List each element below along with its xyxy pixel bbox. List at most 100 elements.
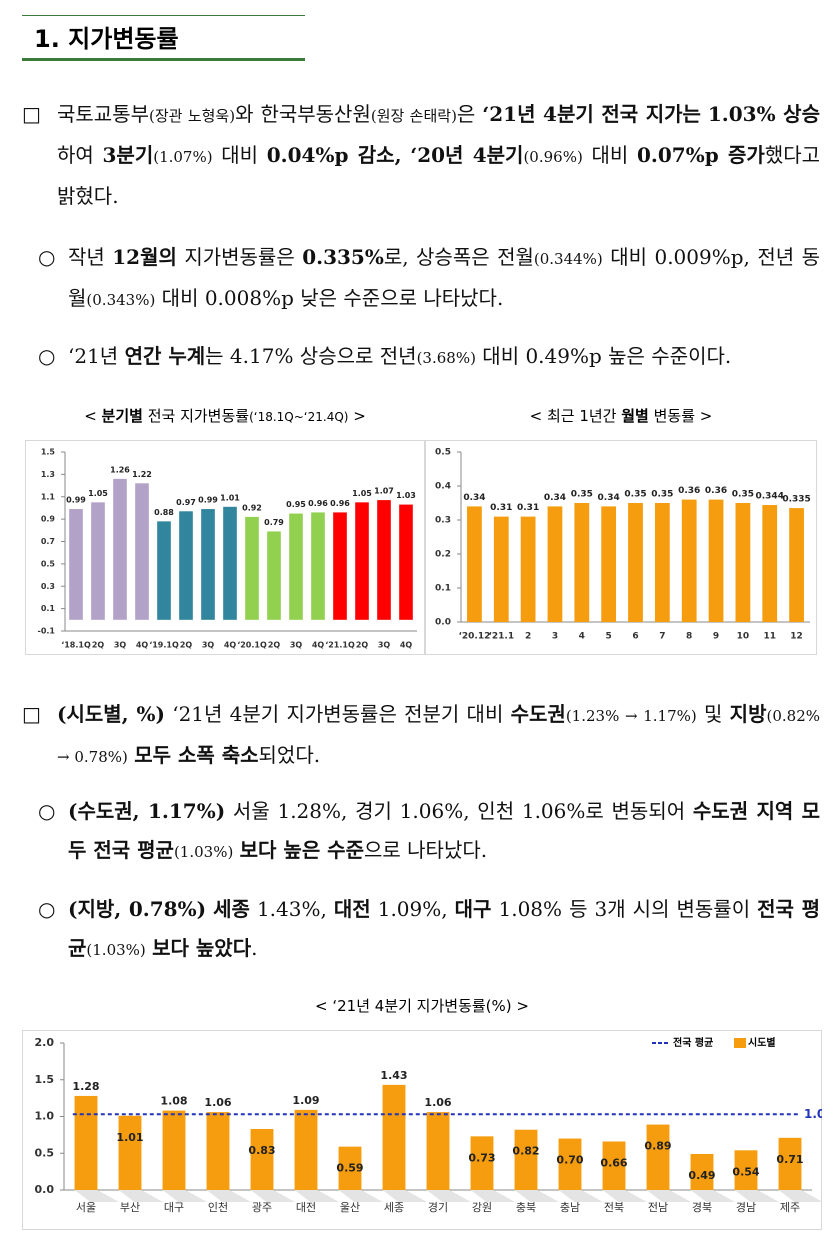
y-tick-label: 0.0 xyxy=(35,1183,55,1196)
text-run: ‘21년 4분기 전국 지가는 xyxy=(482,102,701,126)
x-tick-label: 대전 xyxy=(296,1201,316,1214)
x-tick-label: 부산 xyxy=(120,1201,140,1214)
data-label: 0.35 xyxy=(571,490,593,500)
bar xyxy=(250,1128,274,1190)
x-tick-label: 6 xyxy=(632,632,638,642)
x-tick-label: 광주 xyxy=(252,1201,272,1214)
quarterly-chart: -0.1 0.1 0.3 0.5 0.7 0.9 1.1 1.3 1.5 ‘18.1Q 0.99 2Q… xyxy=(25,440,425,655)
bar xyxy=(135,483,149,620)
bar-shadow xyxy=(250,1190,295,1202)
bullet: □ xyxy=(22,102,41,126)
y-tick-label: 0.1 xyxy=(435,584,451,594)
x-tick-label: 3Q xyxy=(114,641,127,650)
text-run: 1.09%, xyxy=(370,897,455,921)
data-label: 1.01 xyxy=(220,493,240,502)
text-run xyxy=(701,102,708,126)
x-tick-label: 5 xyxy=(606,632,612,642)
bar xyxy=(223,506,237,620)
data-label: 0.89 xyxy=(644,1140,671,1153)
text-run: 모두 소폭 축소 xyxy=(134,743,259,767)
x-tick-label: 4Q xyxy=(400,641,413,650)
text-run: (0.344%) xyxy=(533,250,603,268)
data-label: 0.34 xyxy=(463,493,485,503)
bar xyxy=(162,1110,186,1190)
x-tick-label: 전남 xyxy=(648,1201,668,1214)
data-label: 0.35 xyxy=(624,490,646,500)
data-label: 1.03 xyxy=(396,491,416,500)
bullet: □ xyxy=(22,702,41,726)
data-label: 0.96 xyxy=(308,499,328,508)
bar xyxy=(91,502,105,620)
bar xyxy=(628,503,643,622)
x-tick-label: 경기 xyxy=(428,1201,448,1214)
bar xyxy=(574,503,590,622)
legend-swatch xyxy=(734,1038,746,1048)
bar xyxy=(157,521,171,620)
bar xyxy=(311,512,325,620)
x-tick-label: 12 xyxy=(790,632,803,642)
x-tick-label: ‘20.1Q xyxy=(237,641,267,650)
data-label: 0.59 xyxy=(336,1162,363,1175)
data-label: 1.09 xyxy=(292,1094,319,1107)
text-run: 변동률 > xyxy=(648,407,713,425)
paragraph: ○ (지방, 0.78%) 세종 1.43%, 대전 1.09%, 대구 1.08… xyxy=(38,890,820,970)
text-run: . xyxy=(251,936,258,960)
data-label: 1.01 xyxy=(116,1131,143,1144)
x-tick-label: 대구 xyxy=(164,1201,184,1214)
bar-shadow xyxy=(602,1190,647,1202)
text-run: (0.82% → 0.78%) xyxy=(57,707,820,766)
bar-shadow xyxy=(118,1190,163,1202)
data-label: 1.05 xyxy=(352,489,372,498)
data-label: 0.49 xyxy=(688,1169,715,1182)
data-label: 0.54 xyxy=(732,1165,759,1178)
text-run: 보다 높았다 xyxy=(152,936,252,960)
x-tick-label: 경남 xyxy=(736,1201,756,1214)
text-run: (3.68%) xyxy=(416,349,476,367)
section-title: 1. 지가변동률 xyxy=(22,15,305,61)
text-run: 월별 xyxy=(621,407,649,425)
legend-label: 시도별 xyxy=(748,1036,776,1049)
x-tick-label: 3Q xyxy=(378,641,391,650)
x-tick-label: ‘18.1Q xyxy=(61,641,91,650)
data-label: 0.34 xyxy=(544,493,566,503)
bar xyxy=(646,1124,670,1190)
data-label: 1.22 xyxy=(132,470,152,479)
text-run: 1.08% 등 3개 시의 변동률이 xyxy=(491,897,758,921)
x-tick-label: ‘21.1 xyxy=(488,632,514,642)
data-label: 0.31 xyxy=(490,503,512,513)
bar-shadow xyxy=(294,1190,339,1202)
text-run: 1.03% 상승 xyxy=(707,102,820,126)
y-tick-label: 0.1 xyxy=(41,604,56,613)
bar xyxy=(69,509,83,620)
text-run: (장관 노형욱) xyxy=(149,107,236,125)
x-tick-label: 3 xyxy=(552,632,558,642)
x-tick-label: 11 xyxy=(763,632,776,642)
text-run: 세종 xyxy=(213,897,250,921)
bar xyxy=(74,1095,98,1190)
reference-label: 1.03 xyxy=(804,1107,822,1121)
bar-shadow xyxy=(470,1190,515,1202)
text-run: ‘21년 4분기 지가변동률은 전분기 대비 xyxy=(164,702,511,726)
bar xyxy=(355,502,369,620)
y-tick-label: 1.1 xyxy=(41,492,56,501)
data-label: 1.08 xyxy=(160,1095,187,1108)
chart-frame xyxy=(25,440,425,655)
text-run: 및 xyxy=(696,702,730,726)
x-tick-label: 4Q xyxy=(312,641,325,650)
monthly-chart: 0.0 0.1 0.2 0.3 0.4 0.5 ‘20.12 0.34 ‘21.1 0.31 2 0.… xyxy=(425,440,817,655)
data-label: 1.28 xyxy=(72,1080,99,1093)
bar-shadow xyxy=(382,1190,427,1202)
bullet: ○ xyxy=(38,897,56,921)
text-run: 0.335% xyxy=(302,245,384,269)
bar xyxy=(399,504,413,620)
bar xyxy=(789,508,804,622)
x-tick-label: 2Q xyxy=(356,641,369,650)
x-tick-label: 충북 xyxy=(516,1201,536,1214)
text-run: 수도권 지역 모두 전국 평균 xyxy=(68,799,820,862)
chart-caption: < 분기별 전국 지가변동률(‘18.1Q~‘21.4Q) > xyxy=(25,405,425,426)
data-label: 1.06 xyxy=(424,1096,451,1109)
x-tick-label: 8 xyxy=(686,632,692,642)
bullet: ○ xyxy=(38,799,56,823)
text-run: 대비 0.49%p 높은 수준이다. xyxy=(475,344,732,368)
bar-shadow xyxy=(778,1190,822,1202)
